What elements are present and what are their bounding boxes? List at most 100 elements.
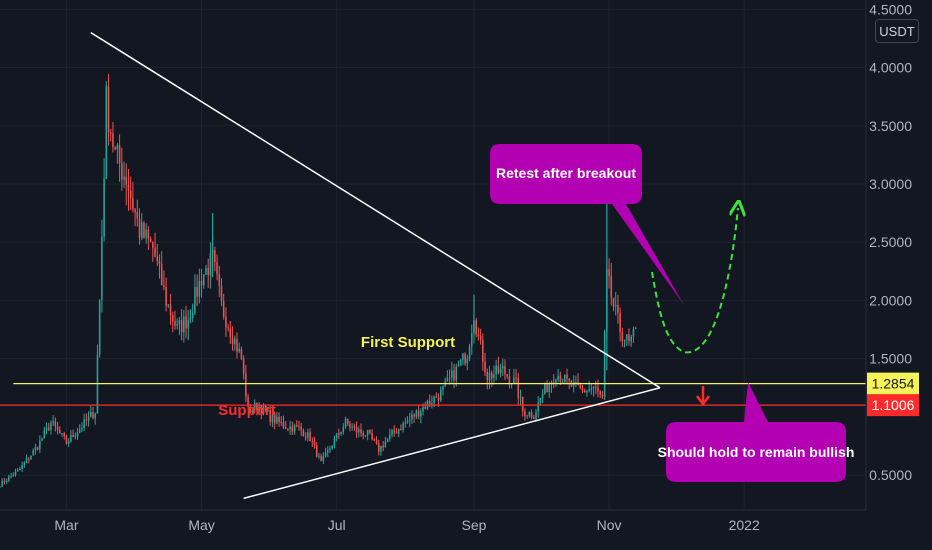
candle-body — [249, 406, 252, 413]
candle-body — [435, 396, 438, 398]
candle-body — [366, 429, 369, 436]
candle-body — [575, 381, 577, 383]
candle-body — [597, 387, 599, 392]
candle-body — [373, 439, 376, 441]
candle-body — [260, 405, 263, 414]
candle-body — [501, 366, 504, 369]
candle-body — [282, 422, 285, 428]
currency-unit-button[interactable]: USDT — [875, 19, 919, 43]
support-label: Support — [218, 402, 276, 419]
candle-body — [233, 339, 236, 345]
down-arrow-icon — [696, 386, 710, 407]
candle-body — [484, 361, 486, 372]
price-axis[interactable]: 4.5000 4.0000 3.5000 3.0000 2.5000 2.0000 1.50… — [869, 1, 912, 483]
candle-body — [544, 383, 546, 394]
candle-body — [169, 304, 172, 316]
candle-body — [490, 372, 493, 379]
candle-body — [229, 328, 232, 338]
time-tick-label: Nov — [597, 517, 622, 533]
candle-body — [592, 386, 595, 389]
candle-body — [307, 432, 309, 438]
candle-body — [499, 368, 502, 374]
candle-body — [541, 393, 544, 399]
candle-body — [497, 365, 500, 374]
candle-body — [619, 312, 621, 333]
candle-body — [415, 410, 418, 417]
candle-body — [351, 426, 353, 428]
candle-body — [196, 286, 198, 297]
candle-body — [417, 410, 420, 417]
candle-body — [14, 471, 17, 476]
retest-callout: Retest after breakout — [490, 144, 684, 305]
price-tick-label: 1.5000 — [869, 351, 912, 367]
candle-body — [200, 280, 203, 286]
candle-body — [391, 430, 393, 435]
candle-body — [309, 432, 311, 441]
triangle-trendlines — [90, 31, 661, 500]
candle-body — [515, 377, 517, 379]
candle-body — [404, 422, 407, 424]
candle-body — [216, 262, 218, 275]
candle-body — [256, 403, 258, 411]
candle-body — [614, 304, 617, 307]
candle-body — [320, 455, 322, 462]
candle-body — [5, 480, 8, 483]
candle-body — [205, 267, 207, 275]
candle-body — [258, 405, 260, 411]
candle-body — [508, 376, 511, 384]
candle-body — [167, 304, 170, 306]
candle-body — [595, 386, 597, 388]
candle-body — [107, 86, 110, 133]
candle-body — [493, 374, 495, 379]
candle-body — [488, 372, 491, 381]
candle-body — [346, 418, 349, 424]
candle-body — [446, 378, 449, 382]
hold-callout-text: Should hold to remain bullish — [658, 444, 855, 460]
candle-body — [408, 419, 411, 421]
price-tick-label: 4.5000 — [869, 1, 912, 17]
candle-body — [568, 378, 570, 381]
candle-body — [506, 374, 508, 377]
candle-body — [630, 336, 633, 342]
candle-body — [355, 426, 358, 433]
candle-body — [3, 480, 6, 483]
candle-body — [21, 465, 23, 469]
candle-body — [189, 318, 192, 320]
candle-body — [428, 400, 431, 405]
candle-body — [123, 176, 125, 180]
candle-body — [495, 365, 497, 375]
first-support-label: First Support — [361, 334, 455, 351]
candle-body — [220, 285, 223, 301]
candle-body — [276, 416, 278, 424]
trendline[interactable] — [243, 387, 661, 500]
candle-body — [149, 238, 152, 242]
candle-body — [406, 420, 409, 423]
candle-body — [349, 423, 351, 428]
candle-body — [526, 415, 528, 417]
candle-body — [291, 426, 294, 432]
candle-body — [245, 373, 247, 397]
candle-body — [344, 418, 347, 428]
candle-body — [313, 441, 316, 446]
candle-body — [475, 320, 477, 335]
candle-body — [617, 304, 619, 313]
candle-body — [437, 397, 440, 401]
candle-body — [610, 275, 613, 298]
candle-body — [174, 321, 176, 326]
candle-body — [548, 384, 551, 393]
candle-body — [433, 396, 435, 404]
candle-body — [158, 260, 161, 264]
candle-body — [327, 449, 329, 453]
candle-body — [524, 410, 526, 416]
candle-body — [81, 428, 83, 430]
candle-body — [83, 419, 85, 429]
candle-body — [513, 377, 515, 384]
candle-body — [176, 324, 178, 326]
time-axis[interactable]: Mar May Jul Sep Nov 2022 — [54, 517, 760, 533]
candle-body — [586, 391, 588, 393]
candle-body — [318, 455, 320, 457]
trendline[interactable] — [90, 31, 661, 389]
candle-body — [424, 406, 427, 409]
candle-body — [65, 436, 68, 444]
